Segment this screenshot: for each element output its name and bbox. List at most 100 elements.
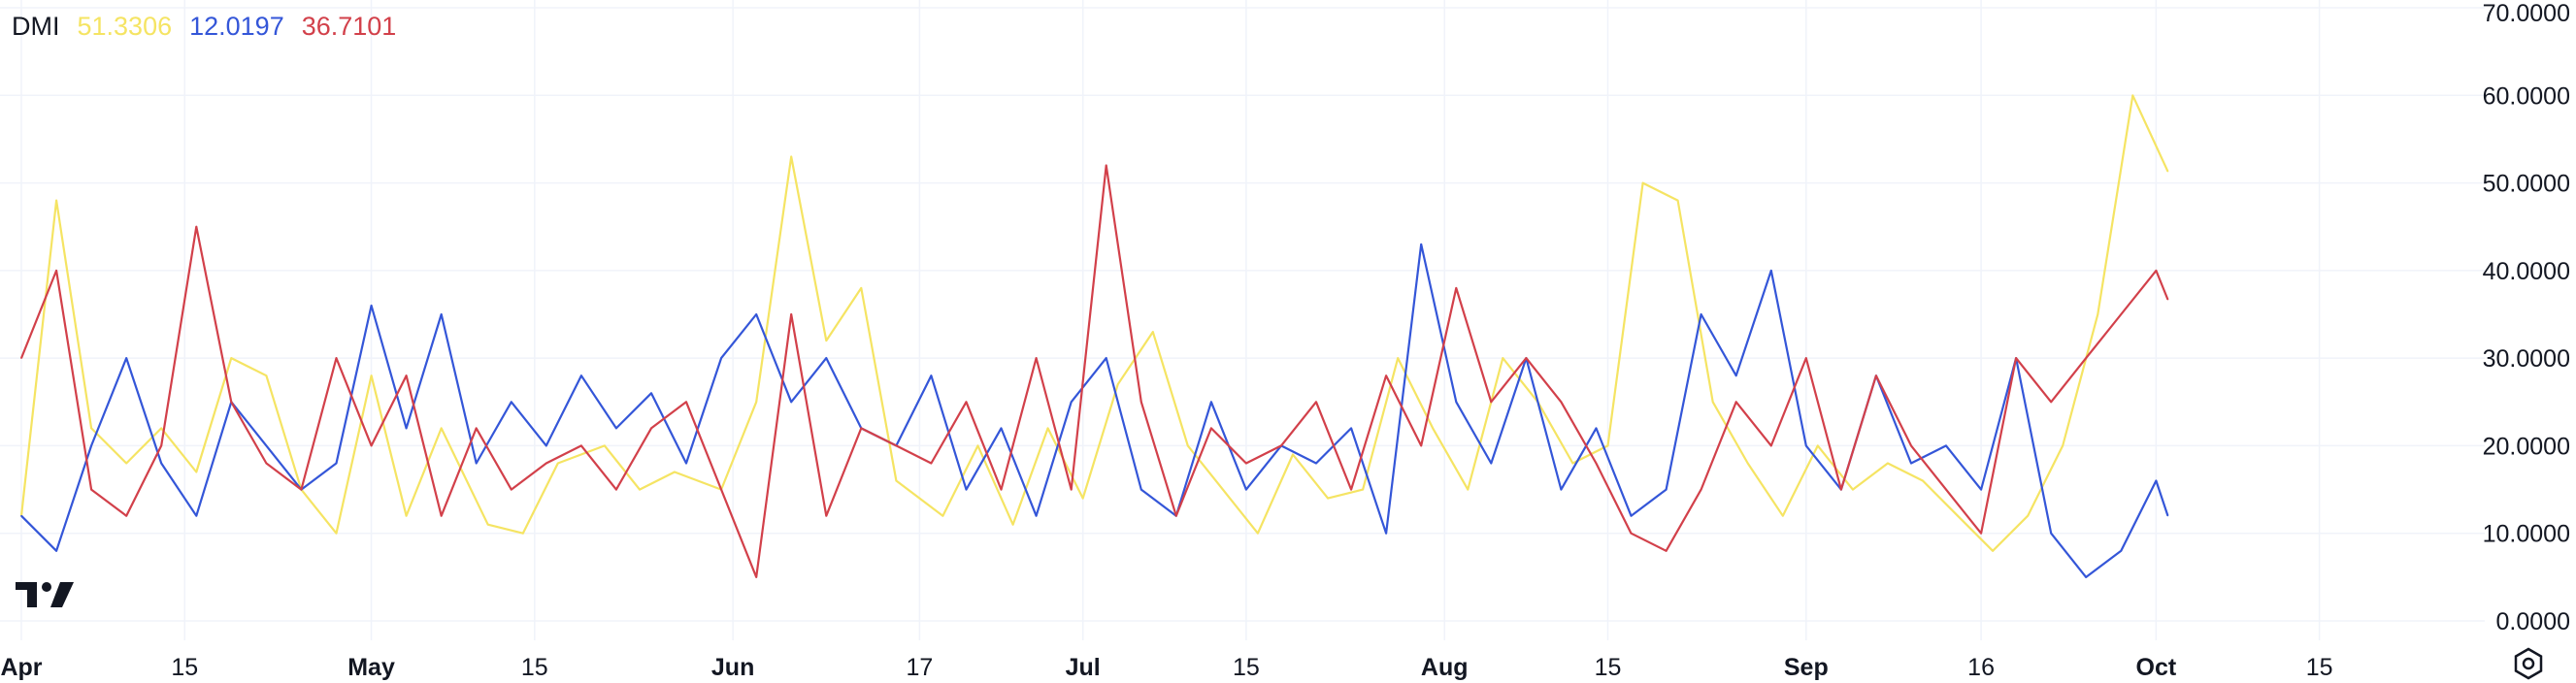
y-tick-label: 60.0000	[2483, 82, 2570, 110]
adx-line-point	[2027, 514, 2029, 517]
plus-di-line-point	[1490, 462, 1493, 465]
plus-di-line-point	[125, 357, 127, 359]
plus-di-line-point	[790, 401, 792, 404]
minus-di-line-point	[1630, 532, 1633, 535]
settings-gear-icon[interactable]	[2512, 647, 2545, 680]
adx-line-point	[2062, 444, 2064, 447]
plus-di-line-point	[160, 462, 162, 465]
adx-line-point	[2166, 170, 2169, 173]
minus-di-line-point	[1140, 401, 1142, 404]
plus-di-line-point	[1315, 462, 1317, 465]
y-axis[interactable]: 0.0000 10.0000 20.0000 30.0000 40.0000 50.000…	[2483, 0, 2570, 635]
plus-di-line-point	[580, 374, 582, 377]
adx-line-point	[370, 374, 373, 377]
plus-di-line-point	[615, 427, 617, 430]
minus-di-line-point	[1875, 374, 1877, 377]
minus-di-line-point	[1245, 462, 1247, 465]
adx-line-point	[230, 357, 233, 359]
adx-line-point	[755, 401, 757, 404]
plus-di-line-point	[1560, 488, 1563, 491]
plus-di-line-point	[475, 462, 478, 465]
adx-line-point	[790, 155, 792, 158]
adx-line-point	[674, 471, 676, 473]
tradingview-logo-icon[interactable]	[16, 578, 78, 613]
x-tick-label: 16	[1967, 654, 1995, 681]
minus-di-line-point	[335, 357, 338, 359]
plus-di-line-point	[90, 444, 92, 447]
plus-di-line-point	[195, 514, 198, 517]
minus-di-line-point	[2015, 357, 2017, 359]
adx-line-point	[90, 427, 92, 430]
adx-line-point	[265, 374, 268, 377]
adx-line-point	[405, 514, 408, 517]
plus-di-line	[20, 243, 2169, 578]
adx-line-point	[486, 523, 489, 526]
adx-line-point	[1641, 181, 1644, 184]
x-tick-label: 15	[2306, 654, 2333, 681]
adx-line-point	[1992, 550, 1994, 552]
adx-line-point	[976, 444, 979, 447]
minus-di-line-point	[1490, 401, 1493, 404]
plus-di-line-point	[2120, 550, 2123, 552]
minus-di-line-point	[1035, 357, 1038, 359]
adx-line-point	[1152, 331, 1154, 333]
minus-di-line-point	[1350, 488, 1352, 491]
plus-di-line-point	[1385, 532, 1387, 535]
x-tick-label: May	[347, 654, 395, 681]
minus-di-line-point	[580, 444, 582, 447]
indicator-legend[interactable]: DMI 51.3306 12.0197 36.7101	[12, 12, 396, 42]
adx-line-point	[941, 514, 944, 517]
adx-line-point	[1957, 514, 1959, 517]
plus-di-line-point	[2050, 532, 2052, 535]
plus-di-line-point	[1665, 488, 1668, 491]
adx-line-point	[335, 532, 338, 535]
minus-di-line-point	[300, 488, 303, 491]
minus-di-line-point	[2050, 401, 2052, 404]
adx-line-point	[1502, 357, 1504, 359]
plus-di-line-point	[1700, 313, 1702, 315]
minus-di-line-point	[160, 444, 162, 447]
plus-di-line-point	[1910, 462, 1912, 465]
minus-di-line-point	[1805, 357, 1807, 359]
adx-line-point	[1711, 401, 1714, 404]
adx-line-point	[1116, 383, 1119, 386]
plus-di-line-point	[1210, 401, 1212, 404]
y-tick-label: 20.0000	[2483, 433, 2570, 460]
plus-di-line-point	[55, 550, 57, 552]
x-axis[interactable]: Apr 15 May 15 Jun 17 Jul 15 Aug 15 Sep 16 Oct 15	[0, 654, 2332, 681]
adx-line-point	[1046, 427, 1049, 430]
plus-di-value: 12.0197	[189, 12, 284, 41]
adx-line-point	[195, 471, 198, 473]
indicator-name: DMI	[12, 12, 60, 41]
plus-di-line-point	[1140, 488, 1142, 491]
adx-line-point	[557, 462, 559, 465]
plus-di-line-point	[1070, 401, 1073, 404]
minus-di-line-point	[650, 427, 652, 430]
adx-line-point	[55, 199, 57, 202]
minus-di-line-point	[2085, 357, 2087, 359]
minus-di-line-point	[1595, 462, 1598, 465]
plus-di-line-point	[2155, 479, 2158, 482]
minus-di-line-point	[440, 514, 443, 517]
y-tick-label: 30.0000	[2483, 345, 2570, 373]
x-tick-label: Jul	[1066, 654, 1101, 681]
minus-di-line-point	[615, 488, 617, 491]
minus-di-line-point	[1560, 401, 1563, 404]
plus-di-line-point	[370, 305, 373, 307]
adx-line-point	[1571, 462, 1574, 465]
plus-di-line-point	[685, 462, 687, 465]
minus-di-line-point	[965, 401, 968, 404]
adx-line-point	[639, 488, 641, 491]
minus-di-line-point	[1980, 532, 1982, 535]
adx-line-point	[1887, 462, 1889, 465]
plus-di-line-point	[545, 444, 547, 447]
minus-di-line-point	[405, 374, 408, 377]
plus-di-line-point	[1734, 374, 1737, 377]
minus-di-line-point	[825, 514, 828, 517]
minus-di-line-point	[475, 427, 478, 430]
minus-di-line-point	[1175, 514, 1177, 517]
minus-di-line-point	[20, 357, 22, 359]
plus-di-line-point	[1630, 514, 1633, 517]
minus-di-line-point	[685, 401, 687, 404]
